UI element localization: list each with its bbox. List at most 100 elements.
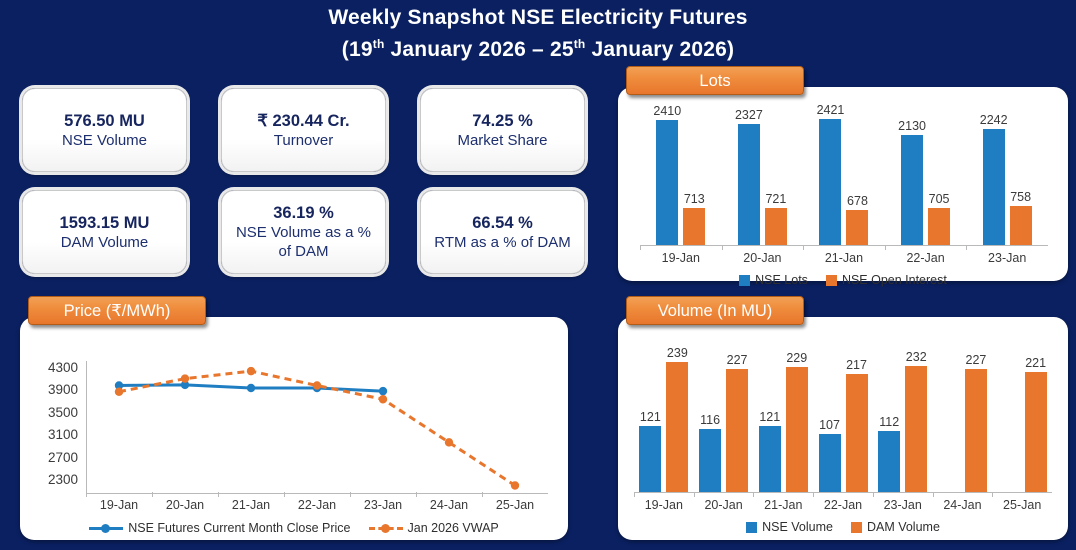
bar-slot: 2327 [735,105,763,245]
price-line-chart: 4300 3900 3500 3100 2700 2300 19-Jan 20-Jan 21-… [20,317,568,540]
axis-tick-label: 3900 [47,382,78,398]
lots-category-axis: 19-Jan 20-Jan 21-Jan 22-Jan 23-Jan [640,245,1048,266]
axis-tick-label: 19-Jan [634,492,694,513]
bar[interactable] [764,208,787,245]
series-data-point[interactable] [180,374,190,383]
bar-slot: 116 [699,337,722,492]
bar-slot: 758 [1009,105,1032,245]
kpi-card-grid: 576.50 MU NSE Volume ₹ 230.44 Cr. Turnov… [22,88,602,274]
price-chart-body: 4300 3900 3500 3100 2700 2300 19-Jan 20-Jan 21-… [20,317,568,540]
bar-slot: 229 [785,337,808,492]
price-series-plot [114,366,520,490]
kpi-card-turnover[interactable]: ₹ 230.44 Cr. Turnover [221,88,386,172]
bar[interactable] [819,119,842,245]
bar-value-label: 2421 [816,103,845,117]
bar-value-label: 121 [759,410,781,424]
bar-value-label: 2410 [653,104,682,118]
kpi-card-nse-volume-pct-dam[interactable]: 36.19 % NSE Volume as a % of DAM [221,190,386,274]
bar-value-label: 116 [700,413,721,427]
bar-group: 2421 678 [803,103,885,245]
bar[interactable] [699,429,722,492]
legend-swatch-icon [825,274,837,286]
series-data-point[interactable] [510,481,520,490]
bar[interactable] [982,129,1005,245]
bar[interactable] [928,208,951,245]
legend-item[interactable]: DAM Volume [850,520,940,534]
bar[interactable] [901,135,924,245]
bar-value-label: 713 [683,192,705,206]
legend-item[interactable]: NSE Volume [746,520,833,534]
bar-group: 2130 705 [885,105,967,245]
series-data-point[interactable] [312,381,322,390]
kpi-label: Market Share [457,131,548,149]
volume-chart-body: 121 239 116 227 121 229 107 217 112 232 227 221 19-… [618,317,1068,540]
series-data-point[interactable] [114,381,124,390]
volume-panel: Volume (In MU) 121 239 116 227 121 229 107 217 1… [618,296,1068,540]
bar[interactable] [758,426,781,492]
bar-slot: 107 [818,337,841,492]
kpi-card-market-share[interactable]: 74.25 % Market Share [420,88,585,172]
series-data-point[interactable] [246,366,256,376]
kpi-card-dam-volume[interactable]: 1593.15 MU DAM Volume [22,190,187,274]
bar-slot: 2421 [817,103,844,245]
axis-tick-label: 3100 [47,427,78,443]
axis-tick-label: 25-Jan [992,492,1052,513]
bar[interactable] [1024,372,1047,492]
bar-value-label: 721 [765,192,787,206]
series-data-point[interactable] [378,395,388,404]
axis-tick-label: 19-Jan [640,245,722,266]
axis-tick-label: 4300 [47,360,78,375]
axis-tick-label: 24-Jan [416,492,482,513]
bar-slot: 217 [845,337,868,492]
title-date-range-prefix: (19 [341,38,373,61]
legend-item[interactable]: Jan 2026 VWAP [368,521,499,535]
bar-value-label: 678 [847,194,868,208]
bar[interactable] [656,120,679,245]
bar[interactable] [666,362,689,492]
bar-slot: 2130 [898,105,926,245]
bar-value-label: 239 [666,346,688,360]
bar[interactable] [964,369,987,492]
series-data-point[interactable] [378,386,388,396]
legend-line-marker-icon [89,523,124,534]
series-data-point[interactable] [444,438,454,447]
kpi-label: NSE Volume [61,131,148,149]
bar[interactable] [878,431,901,492]
bar[interactable] [846,210,869,245]
legend-item[interactable]: NSE Lots [739,273,808,287]
legend-swatch-icon [739,274,751,286]
bar-slot [998,337,1020,492]
bar-value-label: 217 [846,358,867,372]
lots-bar-chart: 2410 713 2327 721 2421 678 2130 705 2242 758 19-J… [618,87,1068,287]
bar[interactable] [1009,206,1032,245]
legend-item[interactable]: NSE Futures Current Month Close Price [89,521,351,535]
bar[interactable] [639,426,662,492]
axis-tick-label: 23-Jan [350,492,416,513]
series-data-point[interactable] [246,383,256,393]
bar-slot: 2242 [980,105,1008,245]
bar-slot: 227 [964,337,987,492]
bar-group: 221 [992,337,1052,492]
bar-value-label: 221 [1025,356,1047,370]
kpi-label: DAM Volume [60,233,149,251]
bar[interactable] [818,434,841,492]
bar[interactable] [737,124,760,245]
kpi-card-nse-volume[interactable]: 576.50 MU NSE Volume [22,88,187,172]
bar[interactable] [726,369,749,492]
legend-item[interactable]: NSE Open Interest [825,273,947,287]
bar-slot: 2410 [653,104,682,245]
bar[interactable] [785,367,808,492]
axis-tick-label: 20-Jan [152,492,218,513]
bar-value-label: 232 [905,350,927,364]
bar-slot: 239 [666,337,689,492]
bar[interactable] [683,208,706,245]
bar[interactable] [905,366,928,492]
kpi-card-rtm-pct-dam[interactable]: 66.54 % RTM as a % of DAM [420,190,585,274]
volume-category-axis: 19-Jan 20-Jan 21-Jan 22-Jan 23-Jan 24-Jan 25-J… [634,492,1052,513]
series-data-point[interactable] [114,387,124,396]
bar-slot: 221 [1024,337,1047,492]
bar[interactable] [845,374,868,492]
bar-group: 2327 721 [722,105,804,245]
series-data-point[interactable] [180,380,190,390]
bar-value-label: 227 [965,353,987,367]
